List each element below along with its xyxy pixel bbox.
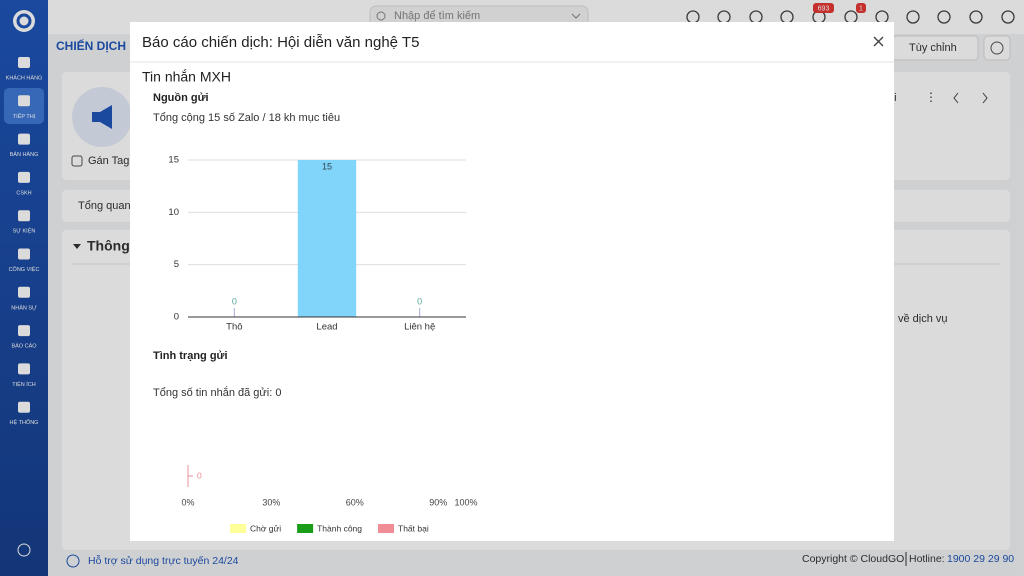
topbar-icon[interactable] <box>937 10 951 24</box>
topbar-icon[interactable] <box>1001 10 1015 24</box>
nav-icon[interactable] <box>18 363 30 375</box>
search-caret <box>571 13 581 19</box>
nav-label[interactable]: SỰ KIỆN <box>13 227 36 235</box>
x-tick-label: Thô <box>226 322 242 333</box>
legend-swatch <box>378 524 395 533</box>
legend-label: Thất bại <box>398 523 429 533</box>
pager-arrows[interactable] <box>953 92 988 104</box>
section-title: Thông <box>87 238 130 254</box>
message-count: 1 <box>859 5 863 12</box>
nav-icon[interactable] <box>18 171 30 183</box>
help-icon <box>990 41 1004 55</box>
value-label: 0 <box>232 296 237 306</box>
tag-icon <box>71 155 83 167</box>
nav-label[interactable]: TIỆN ÍCH <box>12 380 36 388</box>
charts: Nguồn gửi Tổng cộng 15 số Zalo / 18 kh mụ… <box>153 92 478 533</box>
nav-label[interactable]: KHÁCH HÀNG <box>6 74 43 81</box>
legend-swatch <box>297 524 314 533</box>
x-tick-label: 60% <box>346 497 364 507</box>
x-tick-label: 100% <box>454 497 477 507</box>
nav-icon[interactable] <box>18 57 30 68</box>
history-icon[interactable] <box>17 543 31 557</box>
modal <box>130 22 894 541</box>
search-icon <box>376 11 386 21</box>
tab[interactable]: Tổng quan <box>78 200 131 212</box>
collapse-icon <box>73 244 81 249</box>
nav-label[interactable]: TIẾP THỊ <box>13 113 36 120</box>
chart-title: Tình trạng gửi <box>153 350 228 362</box>
nav-label[interactable]: NHÂN SỰ <box>11 304 37 311</box>
chart-title: Nguồn gửi <box>153 92 209 104</box>
nav-label[interactable]: CSKH <box>16 190 31 196</box>
value-label: 0 <box>197 470 202 480</box>
x-tick-label: 90% <box>429 497 447 507</box>
search-placeholder: Nhập để tìm kiếm <box>394 10 480 22</box>
x-tick-label: Lead <box>316 322 337 333</box>
nav-icon[interactable] <box>18 133 30 145</box>
nav-icon[interactable] <box>18 95 30 107</box>
x-tick-label: 0% <box>181 497 194 507</box>
modal-section: Tin nhắn MXH <box>142 69 231 85</box>
more-button[interactable]: ⋮ <box>925 90 937 104</box>
legend-label: Thành công <box>317 523 362 533</box>
nav-icon[interactable] <box>18 401 30 413</box>
nav-icon[interactable] <box>18 248 30 260</box>
customize-label: Tùy chỉnh <box>909 42 957 54</box>
hotline-label: Hotline: <box>909 553 945 565</box>
x-tick-label: 30% <box>262 497 280 507</box>
x-tick-label: Liên hệ <box>404 322 435 333</box>
y-tick-label: 15 <box>168 155 179 166</box>
value-label: 15 <box>322 161 332 171</box>
y-tick-label: 10 <box>168 207 179 218</box>
bar <box>297 160 357 317</box>
message-badge <box>856 3 866 13</box>
topbar-icon[interactable] <box>969 10 983 24</box>
support-link[interactable]: Hỗ trợ sử dụng trực tuyến 24/24 <box>88 554 239 567</box>
support-icon <box>66 554 80 568</box>
nav: KHÁCH HÀNG TIẾP THỊ BÁN HÀNG CSKH SỰ KIỆN CÔN… <box>6 57 43 426</box>
campaign-avatar-icon <box>92 105 112 129</box>
value-label: 0 <box>417 296 422 306</box>
partial-text: về dịch vụ <box>898 313 948 325</box>
nav-label[interactable]: HỆ THỐNG <box>10 418 39 426</box>
legend-label: Chờ gửi <box>250 523 281 533</box>
nav-icon[interactable] <box>18 210 30 222</box>
nav-label[interactable]: CÔNG VIỆC <box>9 265 40 273</box>
nav-icon[interactable] <box>18 286 30 298</box>
y-tick-label: 0 <box>174 312 179 323</box>
modal-title: Báo cáo chiến dịch: Hội diễn văn nghệ T5 <box>142 34 419 51</box>
chart-subtitle: Tổng số tin nhắn đã gửi: 0 <box>153 386 281 399</box>
nav-icon[interactable] <box>18 325 30 337</box>
y-tick-label: 5 <box>174 259 179 270</box>
notification-badge <box>813 3 834 13</box>
legend-swatch <box>230 524 246 533</box>
close-button[interactable] <box>873 36 884 47</box>
topbar-icon[interactable] <box>906 10 920 24</box>
tag-button[interactable]: Gán Tag <box>88 155 129 167</box>
copyright: Copyright © CloudGO <box>802 553 904 565</box>
nav-label[interactable]: BÁO CÁO <box>11 343 37 350</box>
chart-subtitle: Tổng cộng 15 số Zalo / 18 kh mục tiêu <box>153 112 340 124</box>
nav-label[interactable]: BÁN HÀNG <box>10 151 39 158</box>
logo-mark <box>16 13 32 29</box>
logo[interactable] <box>13 10 35 32</box>
notification-count: 693 <box>818 5 830 12</box>
breadcrumb[interactable]: CHIẾN DỊCH <box>56 38 126 53</box>
help-button[interactable] <box>983 35 1011 61</box>
hotline[interactable]: 1900 29 29 90 <box>947 553 1014 565</box>
